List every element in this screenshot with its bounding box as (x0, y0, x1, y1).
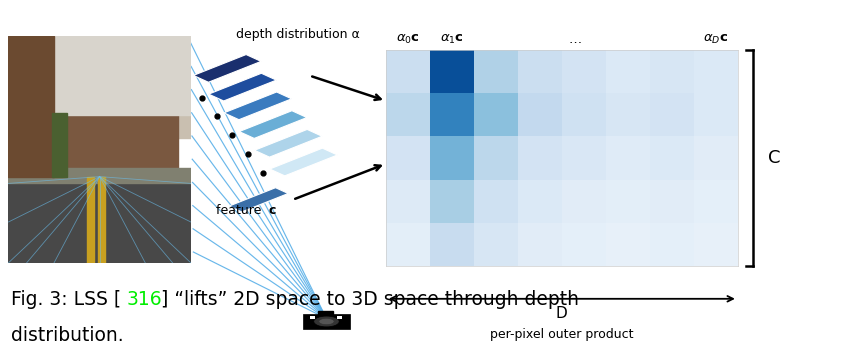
Text: 316: 316 (126, 290, 162, 309)
Text: D: D (556, 306, 567, 321)
Bar (337, 316, 342, 319)
Polygon shape (270, 148, 338, 176)
Text: $\alpha_0$$\mathbf{c}$: $\alpha_0$$\mathbf{c}$ (396, 33, 420, 46)
Bar (86, 177, 94, 263)
Polygon shape (224, 92, 292, 120)
Text: $\ldots$: $\ldots$ (568, 33, 582, 46)
Text: per-pixel outer product: per-pixel outer product (490, 328, 633, 341)
Text: C: C (768, 149, 781, 167)
Bar (303, 314, 350, 329)
Bar (53, 113, 67, 177)
Bar (318, 311, 333, 314)
Bar (54, 36, 191, 115)
Bar (23, 36, 178, 172)
Polygon shape (209, 73, 276, 101)
Text: $\alpha_D$$\mathbf{c}$: $\alpha_D$$\mathbf{c}$ (703, 33, 728, 46)
Bar (8, 36, 191, 99)
Bar (8, 167, 191, 184)
Bar (8, 36, 54, 177)
Text: feature: feature (216, 204, 265, 217)
Text: depth distribution α: depth distribution α (236, 28, 360, 41)
Polygon shape (254, 130, 322, 157)
Polygon shape (193, 55, 261, 82)
Polygon shape (239, 111, 307, 138)
Circle shape (314, 316, 339, 327)
Text: distribution.: distribution. (11, 326, 124, 345)
Bar (8, 36, 191, 138)
Circle shape (319, 318, 334, 325)
Polygon shape (229, 188, 288, 212)
Bar (310, 316, 315, 319)
Text: $\alpha_1$$\mathbf{c}$: $\alpha_1$$\mathbf{c}$ (440, 33, 464, 46)
Text: ] “lifts” 2D space to 3D space through depth: ] “lifts” 2D space to 3D space through d… (161, 290, 579, 309)
Bar (98, 177, 105, 263)
Text: Fig. 3: LSS [: Fig. 3: LSS [ (11, 290, 121, 309)
Bar (8, 177, 191, 263)
Text: c: c (269, 204, 276, 217)
